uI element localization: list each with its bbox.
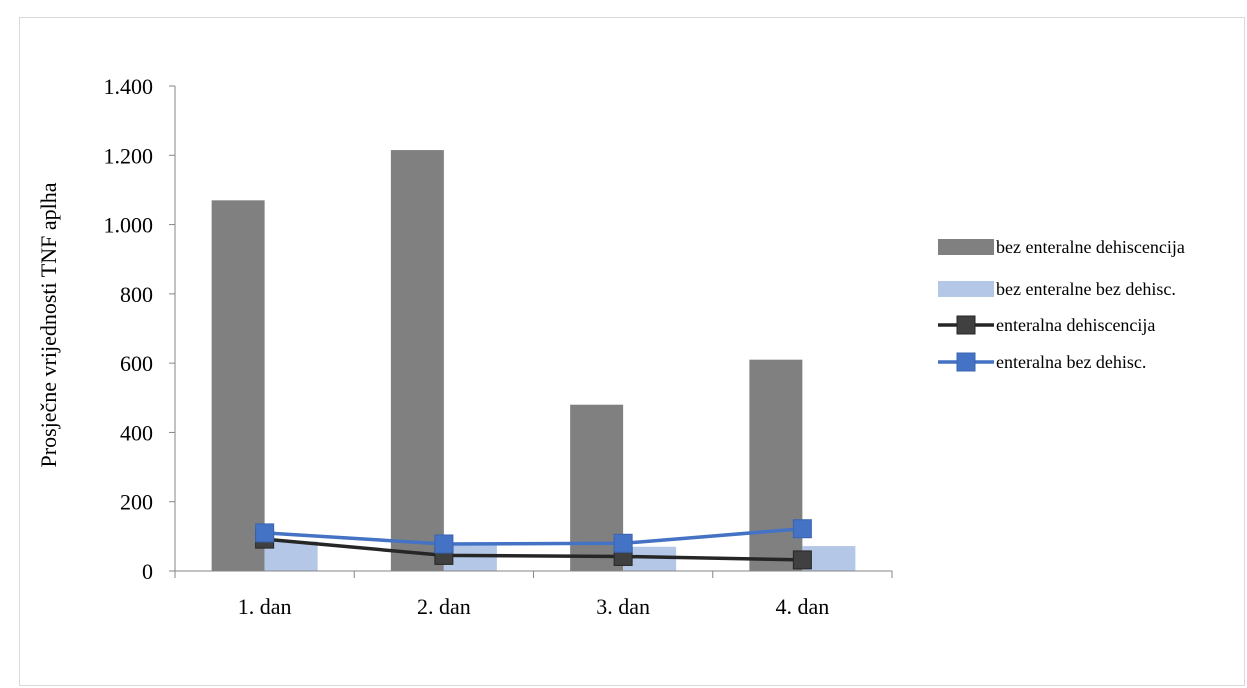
legend-label-1: bez enteralne dehiscencija <box>996 237 1185 257</box>
line-marker-s2-p3 <box>613 533 633 553</box>
bar-s1-1-dan <box>211 200 265 572</box>
y-axis-label: Prosječne vrijednosti TNF aplha <box>36 182 61 467</box>
x-tick-label: 2. dan <box>417 594 471 619</box>
bar-s1-2-dan <box>390 150 444 571</box>
line-series-2 <box>264 526 803 546</box>
legend-marker-4 <box>956 352 976 372</box>
y-tick-label: 600 <box>120 351 153 376</box>
x-tick-label: 4. dan <box>775 594 829 619</box>
bar-s1-4-dan <box>749 359 803 571</box>
line-marker-s1-p4 <box>792 550 812 570</box>
y-tick-label: 800 <box>120 282 153 307</box>
axes-layer: 0 200 400 600 800 1.000 1.200 1.400 1. dan 2. dan… <box>104 74 893 619</box>
legend: bez enteralne dehiscencija bez enteralne … <box>938 237 1185 372</box>
legend-label-4: enteralna bez dehisc. <box>996 352 1146 372</box>
line-series-1 <box>264 537 803 562</box>
legend-swatch-1 <box>938 239 994 255</box>
line-marker-s2-p4 <box>792 519 812 539</box>
y-tick-label: 400 <box>120 420 153 445</box>
x-tick-label: 1. dan <box>238 594 292 619</box>
y-tick-label: 1.000 <box>104 213 154 238</box>
legend-label-2: bez enteralne bez dehisc. <box>996 279 1176 299</box>
legend-marker-3 <box>956 315 976 335</box>
y-tick-label: 200 <box>120 490 153 515</box>
y-tick-label: 1.200 <box>104 143 154 168</box>
y-tick-label: 0 <box>142 559 153 584</box>
y-tick-label: 1.400 <box>104 74 154 99</box>
lines-layer <box>255 519 812 570</box>
line-marker-s2-p1 <box>255 523 275 543</box>
legend-label-3: enteralna dehiscencija <box>996 315 1155 335</box>
legend-swatch-2 <box>938 281 994 297</box>
line-marker-s2-p2 <box>434 534 454 554</box>
x-tick-label: 3. dan <box>596 594 650 619</box>
bars-layer <box>211 150 856 572</box>
